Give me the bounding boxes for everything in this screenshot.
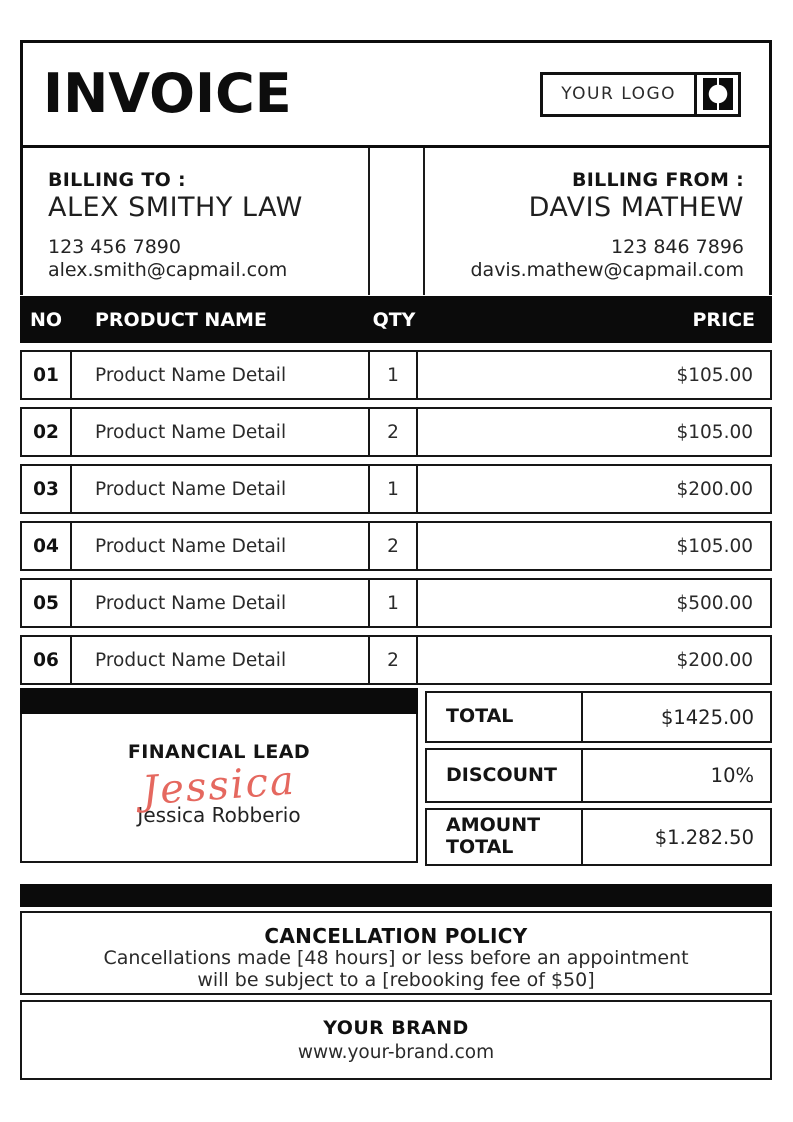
col-header-product: PRODUCT NAME: [95, 308, 267, 331]
total-label: TOTAL: [427, 693, 583, 741]
row-price: $200.00: [676, 478, 753, 500]
billing-from-name: DAVIS MATHEW: [528, 192, 744, 223]
row-product: Product Name Detail: [72, 580, 370, 626]
table-row: 02 Product Name Detail 2 $105.00: [20, 407, 772, 457]
col-header-qty: QTY: [372, 308, 416, 331]
table-row: 01 Product Name Detail 1 $105.00: [20, 350, 772, 400]
logo-box: YOUR LOGO: [540, 71, 741, 117]
brand-logo-icon: [694, 74, 738, 114]
billing-from-email: davis.mathew@capmail.com: [470, 259, 744, 281]
row-qty: 1: [370, 466, 418, 512]
invoice-content: INVOICE YOUR LOGO BILLING TO : ALEX SMIT…: [20, 40, 772, 1080]
totals-column: TOTAL $1425.00 DISCOUNT 10% AMOUNT TOTAL…: [425, 691, 772, 866]
table-row: 06 Product Name Detail 2 $200.00: [20, 635, 772, 685]
total-value: $1425.00: [660, 705, 754, 729]
billing-to-email: alex.smith@capmail.com: [48, 259, 288, 281]
footer-black-bar: [20, 884, 772, 907]
discount-label: DISCOUNT: [427, 750, 583, 801]
cancellation-policy-line2: will be subject to a [rebooking fee of $…: [197, 968, 595, 991]
handwritten-signature: Jessica: [140, 757, 298, 815]
billing-divider-column: [370, 148, 425, 295]
signature-black-bar: [20, 688, 418, 714]
mirrored-crescents-icon: [702, 78, 733, 110]
page-title: INVOICE: [43, 62, 292, 125]
brand-url: www.your-brand.com: [297, 1042, 495, 1063]
table-row: 03 Product Name Detail 1 $200.00: [20, 464, 772, 514]
brand-name: YOUR BRAND: [323, 1017, 469, 1039]
brand-box: YOUR BRAND www.your-brand.com: [20, 1000, 772, 1080]
cancellation-policy-line1: Cancellations made [48 hours] or less be…: [103, 947, 689, 969]
row-no: 02: [22, 409, 72, 455]
amount-total-value: $1.282.50: [654, 825, 754, 849]
row-qty: 1: [370, 580, 418, 626]
cancellation-policy-title: CANCELLATION POLICY: [264, 924, 528, 948]
row-price: $500.00: [676, 592, 753, 614]
summary-section: FINANCIAL LEAD Jessica Jessica Robberio …: [20, 688, 772, 866]
discount-row: DISCOUNT 10%: [425, 748, 772, 803]
row-product: Product Name Detail: [72, 637, 370, 683]
discount-value: 10%: [710, 764, 754, 787]
items-table-header: NO PRODUCT NAME QTY PRICE: [20, 296, 772, 343]
row-qty: 2: [370, 409, 418, 455]
row-product: Product Name Detail: [72, 352, 370, 398]
col-header-price: PRICE: [692, 308, 755, 331]
row-product: Product Name Detail: [72, 523, 370, 569]
billing-to-block: BILLING TO : ALEX SMITHY LAW 123 456 789…: [23, 148, 370, 295]
signature-role-label: FINANCIAL LEAD: [127, 741, 311, 763]
row-price: $105.00: [676, 364, 753, 386]
billing-to-name: ALEX SMITHY LAW: [48, 192, 303, 223]
total-row: TOTAL $1425.00: [425, 691, 772, 743]
row-no: 05: [22, 580, 72, 626]
row-qty: 1: [370, 352, 418, 398]
billing-to-label: BILLING TO :: [48, 169, 186, 191]
row-no: 04: [22, 523, 72, 569]
row-product: Product Name Detail: [72, 409, 370, 455]
table-row: 05 Product Name Detail 1 $500.00: [20, 578, 772, 628]
row-no: 03: [22, 466, 72, 512]
cancellation-policy-box: CANCELLATION POLICY Cancellations made […: [20, 911, 772, 995]
amount-total-label: AMOUNT TOTAL: [427, 810, 583, 864]
row-qty: 2: [370, 637, 418, 683]
row-no: 01: [22, 352, 72, 398]
row-price: $105.00: [676, 535, 753, 557]
row-product: Product Name Detail: [72, 466, 370, 512]
col-header-no: NO: [29, 308, 63, 331]
logo-glyph-left: [702, 78, 717, 110]
row-no: 06: [22, 637, 72, 683]
billing-from-phone: 123 846 7896: [611, 236, 744, 258]
table-row: 04 Product Name Detail 2 $105.00: [20, 521, 772, 571]
row-qty: 2: [370, 523, 418, 569]
billing-to-phone: 123 456 7890: [48, 236, 181, 258]
billing-section: BILLING TO : ALEX SMITHY LAW 123 456 789…: [20, 148, 772, 295]
billing-from-label: BILLING FROM :: [571, 169, 744, 191]
logo-placeholder-label: YOUR LOGO: [561, 84, 676, 104]
invoice-header: INVOICE YOUR LOGO: [20, 40, 772, 148]
signatory-name: Jessica Robberio: [137, 803, 301, 827]
amount-total-row: AMOUNT TOTAL $1.282.50: [425, 808, 772, 866]
signature-column: FINANCIAL LEAD Jessica Jessica Robberio: [20, 688, 418, 866]
billing-from-block: BILLING FROM : DAVIS MATHEW 123 846 7896…: [425, 148, 769, 295]
logo-glyph-right: [718, 78, 733, 110]
row-price: $200.00: [676, 649, 753, 671]
signature-box: FINANCIAL LEAD Jessica Jessica Robberio: [20, 714, 418, 863]
row-price: $105.00: [676, 421, 753, 443]
